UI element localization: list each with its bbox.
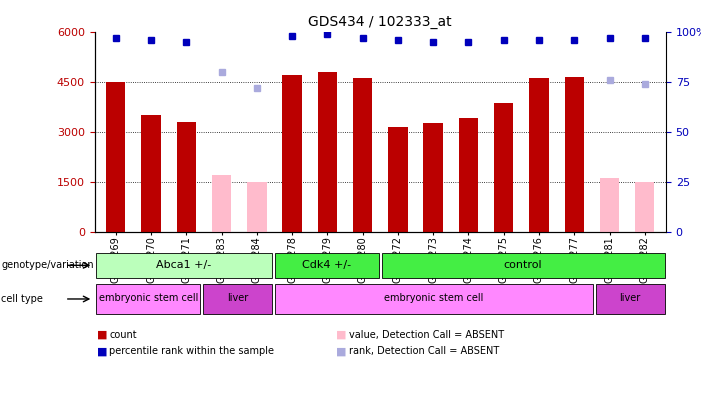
Bar [458,118,478,232]
Bar [529,78,549,232]
Bar [96,284,200,314]
Bar [283,75,302,232]
Bar [635,182,655,232]
Text: ■: ■ [97,329,107,340]
Text: value, Detection Call = ABSENT: value, Detection Call = ABSENT [349,329,504,340]
Bar [177,122,196,232]
Bar [423,123,443,232]
Text: genotype/variation: genotype/variation [1,260,94,270]
Text: Cdk4 +/-: Cdk4 +/- [302,260,351,270]
Text: embryonic stem cell: embryonic stem cell [384,293,484,303]
Text: percentile rank within the sample: percentile rank within the sample [109,346,274,356]
Bar [600,178,619,232]
Text: liver: liver [620,293,641,303]
Bar [564,77,584,232]
Text: ■: ■ [336,329,347,340]
Bar [275,284,593,314]
Text: rank, Detection Call = ABSENT: rank, Detection Call = ABSENT [349,346,499,356]
Bar [494,103,513,232]
Text: count: count [109,329,137,340]
Bar [142,115,161,232]
Bar [596,284,665,314]
Bar [96,253,272,278]
Title: GDS434 / 102333_at: GDS434 / 102333_at [308,15,452,29]
Bar [353,78,372,232]
Bar [247,182,266,232]
Bar [275,253,379,278]
Bar [388,127,407,232]
Bar [106,82,125,232]
Text: liver: liver [227,293,248,303]
Bar [318,72,337,232]
Text: Abca1 +/-: Abca1 +/- [156,260,212,270]
Bar [203,284,272,314]
Text: ■: ■ [336,346,347,356]
Text: control: control [504,260,543,270]
Text: cell type: cell type [1,294,43,304]
Bar [382,253,665,278]
Bar [212,175,231,232]
Text: embryonic stem cell: embryonic stem cell [99,293,198,303]
Text: ■: ■ [97,346,107,356]
